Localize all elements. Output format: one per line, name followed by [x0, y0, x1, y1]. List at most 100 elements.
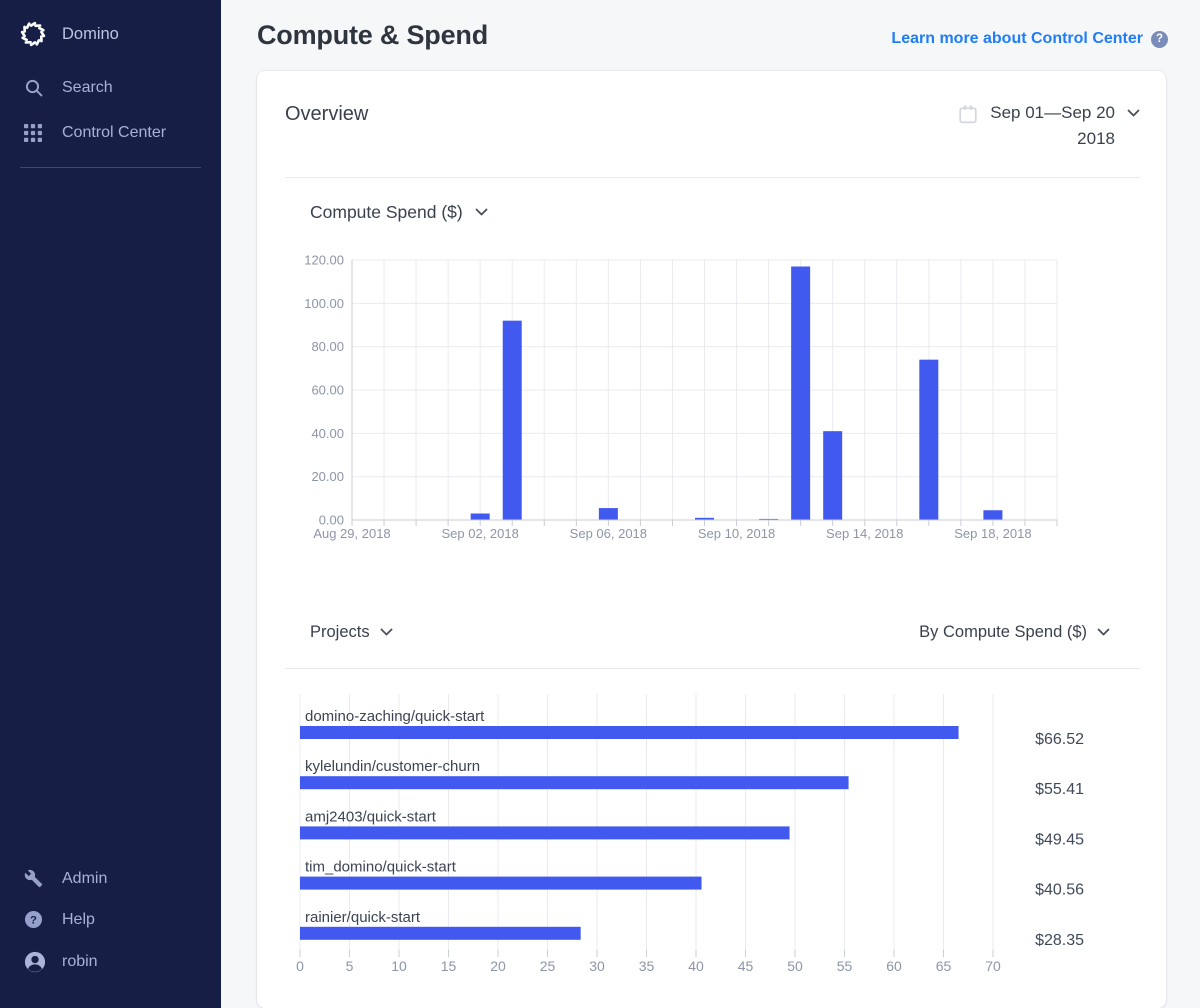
domino-logo-icon — [20, 21, 46, 47]
sidebar-item-label: Search — [62, 79, 113, 96]
sidebar: Domino Search Control Center — [0, 0, 221, 1008]
date-range-value: Sep 01—Sep 20 — [990, 103, 1115, 122]
calendar-icon — [958, 104, 978, 130]
spend-bar[interactable] — [919, 359, 939, 520]
projects-label: Projects — [310, 623, 370, 641]
compute-spend-dropdown[interactable]: Compute Spend ($) — [310, 202, 1166, 223]
x-axis-tick-label: 60 — [886, 958, 902, 974]
project-bar[interactable] — [300, 826, 790, 840]
x-axis-tick-label: 20 — [490, 958, 506, 974]
x-axis-tick-label: 65 — [936, 958, 952, 974]
x-axis-tick-label: Sep 10, 2018 — [698, 526, 775, 541]
sidebar-divider — [20, 167, 201, 168]
spend-bar[interactable] — [502, 320, 522, 520]
sidebar-item-control-center[interactable]: Control Center — [0, 111, 221, 155]
project-bar[interactable] — [300, 876, 702, 890]
x-axis-tick-label: 30 — [589, 958, 605, 974]
date-range-picker[interactable]: Sep 01—Sep 20 2018 — [958, 103, 1140, 149]
help-circle-icon: ? — [24, 910, 50, 929]
y-axis-tick-label: 100.00 — [304, 296, 344, 311]
sidebar-item-user[interactable]: robin — [0, 940, 221, 984]
project-value: $28.35 — [1035, 932, 1084, 949]
y-axis-tick-label: 60.00 — [311, 383, 344, 398]
compute-spend-label: Compute Spend ($) — [310, 202, 463, 222]
x-axis-tick-label: 5 — [346, 958, 354, 974]
x-axis-tick-label: 45 — [738, 958, 754, 974]
project-value: $40.56 — [1035, 882, 1084, 899]
learn-more-label: Learn more about Control Center — [891, 30, 1143, 47]
spend-bar[interactable] — [759, 518, 779, 520]
y-axis-tick-label: 0.00 — [319, 513, 344, 528]
overview-row: Overview Sep 01—Sep 20 2018 — [257, 71, 1166, 149]
x-axis-tick-label: 70 — [985, 958, 1001, 974]
sidebar-item-search[interactable]: Search — [0, 65, 221, 111]
date-range-text: Sep 01—Sep 20 2018 — [990, 103, 1115, 149]
spend-bar[interactable] — [791, 266, 811, 521]
by-compute-spend-dropdown[interactable]: By Compute Spend ($) — [919, 623, 1110, 642]
x-axis-tick-label: 55 — [837, 958, 853, 974]
overview-card: Overview Sep 01—Sep 20 2018 — [257, 71, 1166, 1008]
projects-row: Projects By Compute Spend ($) — [310, 623, 1110, 642]
x-axis-tick-label: Sep 02, 2018 — [442, 526, 519, 541]
project-label: kylelundin/customer-churn — [305, 758, 480, 775]
by-compute-spend-label: By Compute Spend ($) — [919, 623, 1087, 641]
spend-bar[interactable] — [823, 431, 843, 520]
svg-text:?: ? — [30, 914, 37, 926]
project-label: rainier/quick-start — [305, 909, 421, 926]
x-axis-tick-label: 10 — [391, 958, 407, 974]
y-axis-tick-label: 40.00 — [311, 426, 344, 441]
project-label: tim_domino/quick-start — [305, 859, 457, 876]
project-value: $55.41 — [1035, 781, 1084, 798]
spend-bar[interactable] — [470, 513, 490, 521]
sidebar-item-label: robin — [62, 953, 98, 970]
y-axis-tick-label: 120.00 — [304, 253, 344, 268]
x-axis-tick-label: 15 — [441, 958, 457, 974]
project-value: $66.52 — [1035, 731, 1084, 748]
x-axis-tick-label: Sep 18, 2018 — [954, 526, 1031, 541]
spend-bar[interactable] — [598, 508, 618, 520]
y-axis-tick-label: 20.00 — [311, 469, 344, 484]
sidebar-item-help[interactable]: ? Help — [0, 899, 221, 940]
grid-icon — [24, 124, 50, 142]
project-bar[interactable] — [300, 776, 849, 790]
project-bar[interactable] — [300, 926, 581, 940]
divider — [285, 668, 1140, 669]
brand-label: Domino — [62, 24, 119, 43]
x-axis-tick-label: Aug 29, 2018 — [313, 526, 390, 541]
divider — [285, 177, 1140, 178]
learn-more-link[interactable]: Learn more about Control Center ? — [891, 30, 1168, 48]
spend-bar[interactable] — [983, 510, 1003, 520]
chevron-down-icon — [380, 628, 393, 636]
sidebar-item-admin[interactable]: Admin — [0, 858, 221, 899]
project-bar[interactable] — [300, 726, 959, 739]
avatar-icon — [24, 951, 50, 973]
sidebar-item-home[interactable]: Domino — [0, 0, 221, 65]
chevron-down-icon — [1097, 628, 1110, 636]
date-year-value: 2018 — [1077, 129, 1115, 148]
project-label: domino-zaching/quick-start — [305, 708, 485, 725]
page-title: Compute & Spend — [257, 20, 488, 50]
overview-title: Overview — [285, 103, 369, 125]
question-badge-icon: ? — [1151, 30, 1168, 48]
compute-spend-bar-chart: 0.00 20.00 40.00 60.00 80.00 100.00 120.00 Aug … — [304, 253, 1058, 541]
chevron-down-icon — [1127, 109, 1140, 117]
x-axis-tick-label: 40 — [688, 958, 704, 974]
spend-bar[interactable] — [695, 517, 714, 520]
sidebar-item-label: Control Center — [62, 124, 167, 141]
main-area: Compute & Spend Learn more about Control… — [221, 0, 1200, 1008]
projects-dropdown[interactable]: Projects — [310, 623, 393, 642]
sidebar-item-label: Help — [62, 910, 95, 928]
x-axis-tick-label: Sep 06, 2018 — [570, 526, 647, 541]
project-label: amj2403/quick-start — [305, 808, 437, 825]
sidebar-footer: Admin ? Help — [0, 858, 221, 1008]
x-axis-tick-label: 50 — [787, 958, 803, 974]
x-axis-tick-label: 0 — [296, 958, 304, 974]
chevron-down-icon — [475, 208, 488, 216]
x-axis-tick-label: Sep 14, 2018 — [826, 526, 903, 541]
sidebar-item-label: Admin — [62, 869, 108, 887]
search-icon — [24, 78, 50, 98]
wrench-icon — [24, 869, 50, 888]
x-axis-tick-label: 25 — [540, 958, 556, 974]
x-axis-tick-label: 35 — [639, 958, 655, 974]
